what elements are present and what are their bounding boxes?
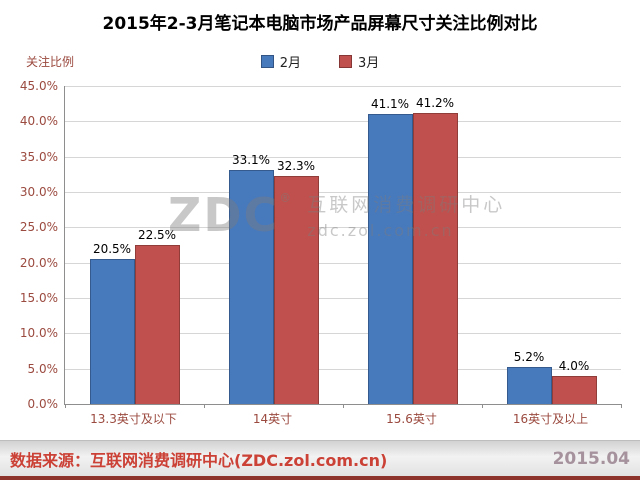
bar-2月-15.6英寸: [367, 113, 413, 404]
gridline: [65, 262, 621, 264]
y-axis-tick-label: 30.0%: [19, 185, 58, 199]
y-axis-tick-label: 45.0%: [19, 79, 58, 93]
plot-area: 20.5% 22.5% 33.1% 32.3% 41.1% 41.2% 5.2% 4.0%: [64, 86, 622, 408]
data-source-text: 数据来源：互联网消费调研中心(ZDC.zol.com.cn): [10, 450, 388, 470]
x-axis-tick-mark: [621, 404, 622, 408]
gridline: [65, 333, 621, 335]
gridline: [65, 227, 621, 229]
bar-value-label: 4.0%: [558, 358, 590, 373]
gridline: [65, 121, 621, 123]
bar-3月-14英寸: [273, 175, 319, 404]
y-axis-tick-label: 10.0%: [19, 326, 58, 341]
legend-swatch-mar: [339, 55, 352, 68]
x-axis-category-labels: 13.3英寸及以下 14英寸 15.6英寸 16英寸及以上: [64, 410, 620, 428]
x-axis-category-label: 14英寸: [252, 412, 293, 426]
y-axis-tick-label: 0.0%: [27, 397, 59, 411]
gridline: [65, 192, 621, 193]
y-axis-title: 关注比例: [26, 55, 75, 69]
bar-value-label: 5.2%: [513, 350, 545, 365]
x-axis-tick-mark: [343, 404, 344, 408]
gridline: [65, 86, 621, 87]
bar-value-label: 20.5%: [92, 242, 132, 257]
gridline: [65, 156, 621, 158]
bar-value-label: 22.5%: [137, 228, 177, 242]
y-axis-tick-label: 25.0%: [19, 220, 58, 235]
bar-value-label: 41.1%: [370, 96, 410, 111]
y-axis-tick-label: 20.0%: [19, 255, 58, 270]
gridline: [65, 368, 621, 370]
bar-2月-16英寸及以上: [506, 367, 552, 404]
legend-item-mar: 3月: [339, 52, 379, 71]
y-axis-tick-label: 40.0%: [19, 114, 58, 129]
bar-2月-14英寸: [228, 170, 274, 404]
bar-3月-15.6英寸: [412, 112, 458, 404]
y-axis-tick-label: 35.0%: [19, 149, 58, 164]
legend-item-feb: 2月: [260, 52, 301, 71]
report-date: 2015.04: [552, 448, 630, 469]
gridline: [65, 298, 621, 299]
bar-value-label: 41.2%: [415, 95, 455, 110]
x-axis-category-label: 16英寸及以上: [512, 412, 589, 426]
chart-title: 2015年2-3月笔记本电脑市场产品屏幕尺寸关注比例对比: [102, 14, 538, 34]
x-axis-category-label: 13.3英寸及以下: [90, 412, 177, 426]
legend: 2月 3月: [0, 52, 640, 71]
y-axis-tick-label: 5.0%: [27, 361, 59, 376]
x-axis-tick-mark: [204, 404, 205, 408]
bar-3月-13.3英寸及以下: [134, 245, 180, 404]
y-axis-tick-label: 15.0%: [19, 291, 58, 305]
legend-label-feb: 2月: [279, 56, 301, 71]
legend-label-mar: 3月: [358, 56, 380, 71]
x-axis-tick-mark: [482, 404, 483, 408]
y-axis-tick-labels: 0.0% 5.0% 10.0% 15.0% 20.0% 25.0% 30.0% 35.0% 40…: [0, 79, 59, 411]
bar-value-label: 32.3%: [276, 158, 316, 173]
bar-3月-16英寸及以上: [551, 375, 597, 404]
bar-value-label: 33.1%: [231, 153, 271, 168]
legend-swatch-feb: [260, 55, 274, 68]
footer-bar: 数据来源：互联网消费调研中心(ZDC.zol.com.cn) 2015.04: [0, 440, 640, 480]
bar-2月-13.3英寸及以下: [89, 259, 135, 404]
x-axis-category-label: 15.6英寸: [386, 412, 437, 426]
x-axis-tick-mark: [65, 404, 66, 408]
